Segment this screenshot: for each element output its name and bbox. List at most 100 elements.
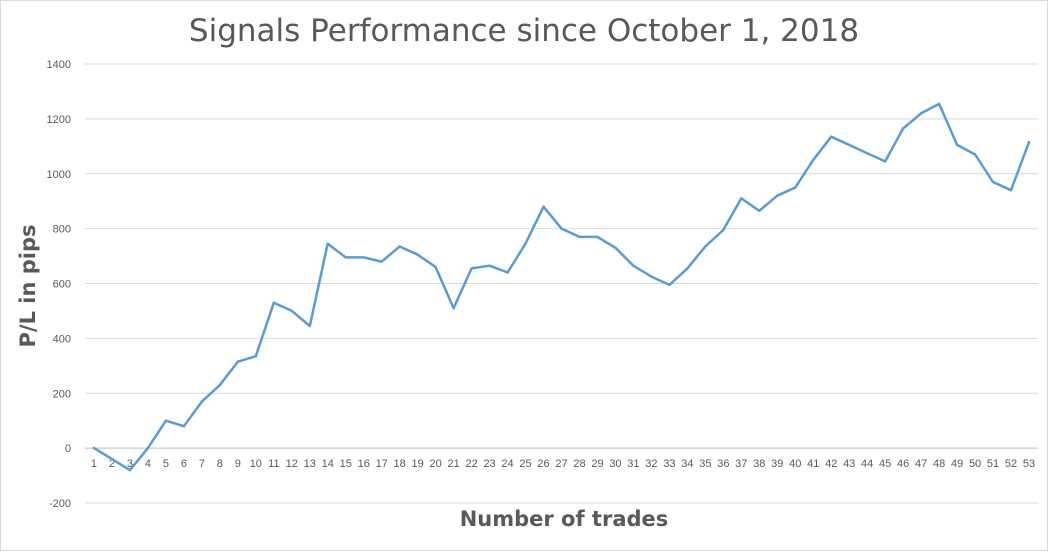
data-point <box>758 209 761 212</box>
x-tick-label: 27 <box>555 458 567 470</box>
data-point <box>848 143 851 147</box>
x-tick-label: 17 <box>376 458 388 470</box>
data-point <box>272 301 275 304</box>
x-tick-label: 46 <box>897 458 909 470</box>
y-tick-label: -200 <box>49 498 71 510</box>
x-tick-label: 2 <box>109 458 115 470</box>
x-tick-label: 9 <box>235 458 241 470</box>
data-point <box>955 143 959 147</box>
x-tick-label: 41 <box>807 458 819 470</box>
y-tick-label: 1000 <box>47 169 71 181</box>
x-tick-label: 20 <box>430 458 442 470</box>
data-point <box>632 264 635 267</box>
x-tick-label: 32 <box>645 458 657 470</box>
x-tick-label: 8 <box>217 458 223 470</box>
x-tick-label: 51 <box>987 458 999 470</box>
data-point <box>488 264 491 267</box>
x-tick-label: 22 <box>465 458 477 470</box>
data-point <box>128 468 132 472</box>
data-point <box>1009 189 1013 192</box>
x-tick-label: 18 <box>394 458 406 470</box>
x-tick-label: 35 <box>699 458 711 470</box>
data-point <box>740 197 743 200</box>
x-tick-label: 38 <box>753 458 765 470</box>
data-point <box>596 235 599 239</box>
data-point <box>884 160 887 163</box>
x-tick-label: 3 <box>127 458 133 470</box>
x-tick-label: 13 <box>304 458 316 470</box>
data-point <box>650 275 653 278</box>
x-tick-label: 11 <box>268 458 279 470</box>
data-point <box>578 235 581 239</box>
x-tick-label: 16 <box>358 458 370 470</box>
data-point <box>92 446 96 450</box>
data-point <box>290 309 293 313</box>
data-point <box>200 400 204 403</box>
x-tick-label: 15 <box>340 458 352 470</box>
x-tick-label: 28 <box>573 458 585 470</box>
x-tick-labels: 1 2 3 4 5 6 7 8 9 10 11 12 13 14 15 16 17 18 19 20 21 22 23 24 2… <box>91 458 1035 470</box>
data-point <box>146 446 150 450</box>
data-point <box>812 158 815 162</box>
x-tick-label: 6 <box>181 458 187 470</box>
x-tick-label: 7 <box>199 458 205 470</box>
data-point <box>452 307 455 310</box>
data-point <box>398 245 401 248</box>
x-tick-label: 23 <box>483 458 495 470</box>
chart-title: Signals Performance since October 1, 201… <box>188 13 860 49</box>
data-point <box>830 135 833 138</box>
x-tick-label: 19 <box>412 458 424 470</box>
x-tick-label: 5 <box>163 458 169 470</box>
data-point <box>668 283 671 287</box>
data-point <box>254 355 257 358</box>
data-point <box>919 112 923 115</box>
y-tick-label: 600 <box>53 279 71 291</box>
x-tick-label: 29 <box>591 458 603 470</box>
x-tick-label: 49 <box>951 458 963 470</box>
x-tick-label: 14 <box>322 458 334 470</box>
data-point <box>560 227 563 230</box>
data-point <box>218 383 222 387</box>
data-point <box>506 271 509 274</box>
data-point <box>182 425 186 428</box>
x-tick-label: 21 <box>447 458 459 470</box>
data-point <box>614 246 617 249</box>
x-tick-label: 12 <box>286 458 298 470</box>
data-point <box>542 205 545 208</box>
x-tick-label: 47 <box>915 458 927 470</box>
y-tick-labels: -200 0 200 400 600 800 1000 1200 1400 <box>47 59 71 510</box>
data-point <box>164 419 168 422</box>
data-point <box>686 267 689 270</box>
data-point <box>524 242 527 245</box>
data-point <box>901 127 905 130</box>
x-axis-title: Number of trades <box>459 507 669 531</box>
x-tick-label: 48 <box>933 458 945 470</box>
data-point <box>236 360 239 363</box>
data-point <box>362 256 365 259</box>
data-point <box>973 153 977 156</box>
x-tick-label: 31 <box>627 458 639 470</box>
data-point <box>991 180 995 184</box>
x-tick-label: 36 <box>717 458 729 470</box>
data-point <box>866 152 869 155</box>
data-point <box>722 228 725 232</box>
x-tick-label: 26 <box>537 458 549 470</box>
data-point <box>470 267 473 270</box>
y-tick-label: 0 <box>65 443 71 455</box>
x-tick-label: 39 <box>771 458 783 470</box>
data-point <box>344 256 347 259</box>
data-point <box>434 265 437 269</box>
x-tick-label: 24 <box>501 458 513 470</box>
data-point <box>1027 141 1031 144</box>
x-tick-label: 4 <box>145 458 151 470</box>
data-point <box>794 186 797 189</box>
series-layer <box>92 102 1031 472</box>
x-tick-label: 37 <box>735 458 747 470</box>
x-tick-label: 50 <box>969 458 981 470</box>
x-tick-label: 45 <box>879 458 891 470</box>
y-tick-label: 1200 <box>47 114 71 126</box>
data-point <box>380 260 383 263</box>
series-line <box>92 102 1031 472</box>
